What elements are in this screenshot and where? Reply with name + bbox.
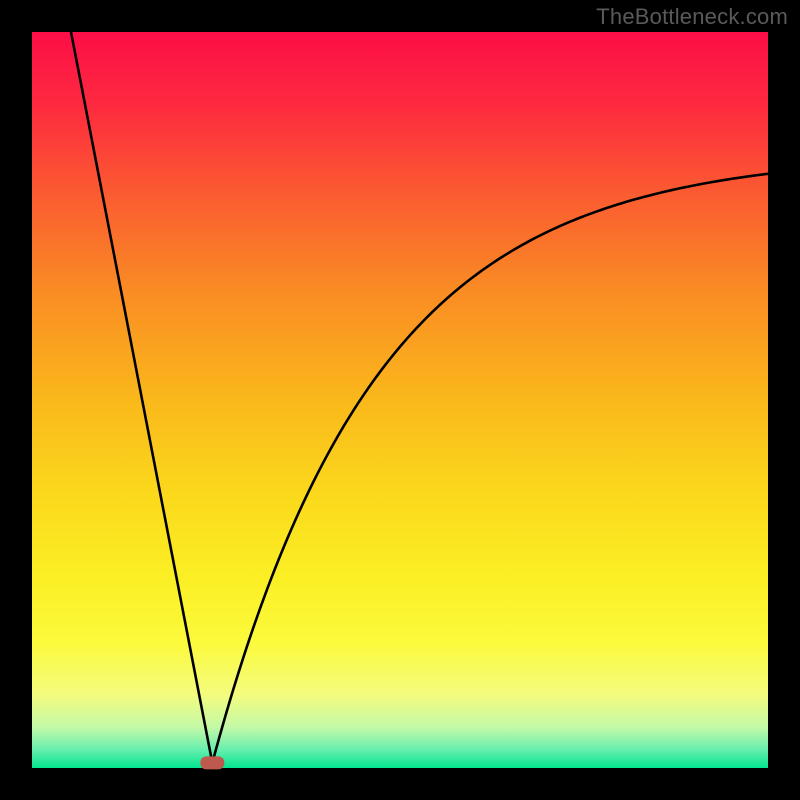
watermark-text: TheBottleneck.com	[596, 4, 788, 30]
chart-canvas	[0, 0, 800, 800]
optimal-point-marker	[200, 756, 224, 769]
chart-frame: TheBottleneck.com	[0, 0, 800, 800]
